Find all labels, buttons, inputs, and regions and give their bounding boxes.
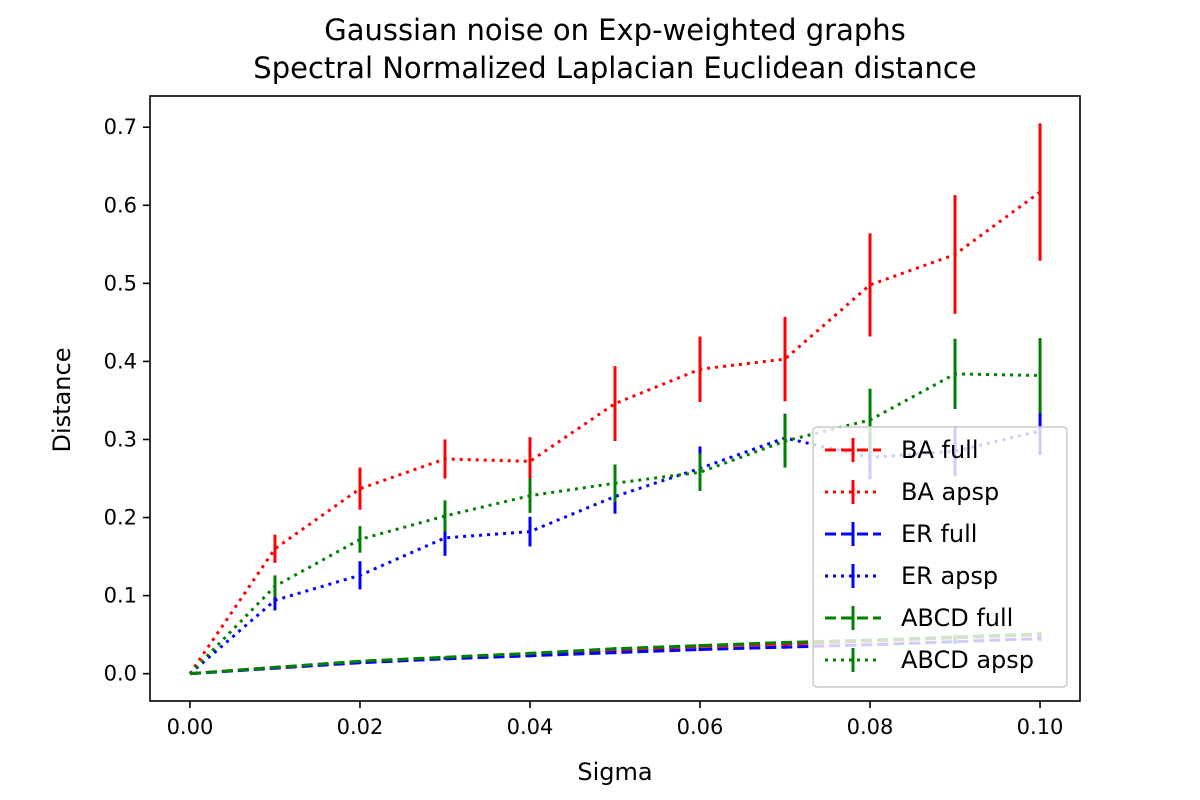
y-tick-label: 0.1	[104, 584, 137, 608]
y-tick-label: 0.7	[104, 115, 137, 139]
chart-subtitle: Spectral Normalized Laplacian Euclidean …	[253, 51, 976, 85]
legend-label: BA full	[901, 436, 979, 464]
y-tick-label: 0.5	[104, 271, 137, 295]
x-tick-label: 0.04	[507, 715, 554, 739]
chart-title: Gaussian noise on Exp-weighted graphs	[324, 13, 906, 47]
legend-label: BA apsp	[901, 478, 999, 506]
y-tick-label: 0.3	[104, 427, 137, 451]
legend-label: ER full	[901, 520, 977, 548]
legend-entry: ABCD full	[825, 604, 1013, 632]
legend-entry: ER apsp	[825, 562, 998, 590]
x-tick-label: 0.08	[847, 715, 894, 739]
legend-label: ABCD apsp	[901, 646, 1034, 674]
legend-entry: BA full	[825, 436, 979, 464]
y-axis-label: Distance	[48, 348, 76, 453]
legend-entry: BA apsp	[825, 478, 999, 506]
legend: BA full BA apsp ER full ER apsp ABCD full ABC…	[812, 426, 1068, 688]
series-1	[188, 123, 1042, 675]
x-tick-label: 0.10	[1017, 715, 1064, 739]
x-tick-label: 0.06	[677, 715, 724, 739]
x-tick-label: 0.00	[167, 715, 214, 739]
legend-box	[812, 426, 1068, 688]
x-axis-label: Sigma	[577, 758, 652, 786]
y-tick-label: 0.6	[104, 193, 137, 217]
legend-label: ABCD full	[901, 604, 1013, 632]
legend-entry: ER full	[825, 520, 977, 548]
series-5	[188, 338, 1042, 675]
y-tick-label: 0.2	[104, 506, 137, 530]
axes-layer: 0.00 0.02 0.04 0.06 0.08 0.10 0.0 0.1 0.2 0.3 0.4 0…	[104, 95, 1081, 739]
legend-entry: ABCD apsp	[825, 646, 1034, 674]
axes-frame	[149, 95, 1081, 702]
y-tick-label: 0.4	[104, 349, 137, 373]
x-tick-label: 0.02	[337, 715, 384, 739]
y-tick-label: 0.0	[104, 662, 137, 686]
legend-label: ER apsp	[901, 562, 998, 590]
